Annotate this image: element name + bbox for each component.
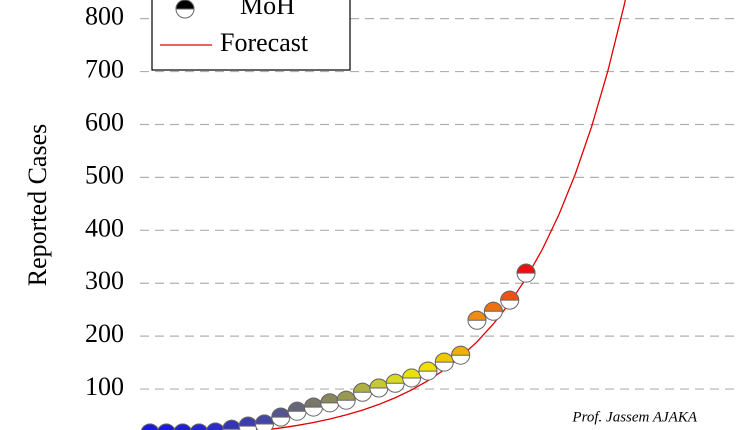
data-point <box>500 290 520 310</box>
data-point <box>516 263 536 283</box>
data-point <box>222 419 242 430</box>
marker-top <box>402 368 422 379</box>
data-point <box>254 414 274 430</box>
data-point <box>206 422 225 430</box>
marker-top <box>500 290 520 301</box>
data-point <box>190 423 209 430</box>
marker-top <box>303 397 324 408</box>
marker-top <box>175 0 195 10</box>
data-point <box>369 378 389 398</box>
annotation: Prof. Jassem AJAKA <box>571 409 697 425</box>
data-point <box>336 390 356 410</box>
y-axis-label: Reported Cases <box>23 124 52 286</box>
marker-top <box>516 263 536 274</box>
data-point <box>483 301 503 321</box>
data-point <box>157 423 176 430</box>
marker-top <box>271 407 291 418</box>
data-point <box>434 352 454 372</box>
marker-top <box>141 423 159 430</box>
data-point <box>303 397 324 417</box>
y-tick-label: 600 <box>85 107 124 136</box>
marker-top <box>254 414 274 425</box>
forecast-line <box>258 0 626 430</box>
marker-top <box>418 361 438 372</box>
y-tick-label: 100 <box>85 372 124 401</box>
legend-label: Forecast <box>220 28 309 57</box>
data-point <box>385 373 405 393</box>
data-point <box>418 361 438 381</box>
marker-top <box>222 419 242 430</box>
data-point <box>353 382 373 402</box>
data-point <box>320 393 340 413</box>
marker-top <box>451 345 471 356</box>
marker-top <box>434 352 454 363</box>
marker-top <box>385 373 405 384</box>
y-tick-label: 400 <box>85 213 124 242</box>
y-tick-label: 800 <box>85 2 124 31</box>
marker-top <box>483 301 503 312</box>
marker-top <box>369 378 389 389</box>
data-point <box>451 345 471 365</box>
y-tick-label: 300 <box>85 266 124 295</box>
marker-top <box>320 393 340 404</box>
y-tick-label: 500 <box>85 160 124 189</box>
marker-top <box>157 423 176 430</box>
y-tick-label: 700 <box>85 55 124 84</box>
data-point <box>467 310 487 330</box>
marker-top <box>336 390 356 401</box>
data-point <box>287 401 307 421</box>
data-point <box>173 423 192 430</box>
marker-top <box>206 422 225 430</box>
data-point <box>140 423 160 430</box>
marker-top <box>353 382 373 393</box>
data-point <box>402 368 422 388</box>
y-tick-label: 200 <box>85 319 124 348</box>
data-point <box>238 416 258 430</box>
marker-top <box>467 310 487 321</box>
marker-top <box>238 416 258 427</box>
data-point <box>271 407 291 427</box>
legend: MoH Forecast <box>151 0 351 71</box>
legend-label: MoH <box>240 0 295 20</box>
marker-top <box>173 423 192 430</box>
marker-top <box>287 401 307 412</box>
marker-top <box>190 423 209 430</box>
